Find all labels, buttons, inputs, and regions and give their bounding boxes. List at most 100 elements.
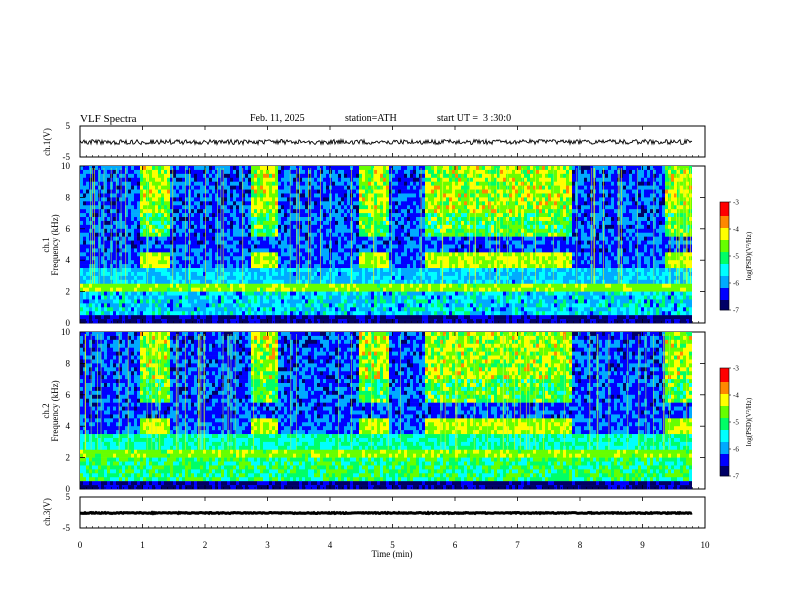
spectrogram-cell: [131, 311, 134, 316]
spectrogram-cell: [401, 295, 404, 300]
spectrogram-cell: [239, 224, 242, 230]
spectrogram-cell: [407, 185, 410, 190]
spectrogram-cell: [344, 244, 347, 249]
spectrogram-cell: [305, 291, 308, 296]
spectrogram-cell: [299, 244, 302, 249]
spectrogram-cell: [275, 303, 278, 308]
spectrogram-cell: [164, 213, 167, 218]
spectrogram-cell: [278, 228, 281, 234]
spectrogram-cell: [413, 283, 416, 288]
spectrogram-cell: [413, 181, 416, 186]
spectrogram-cell: [299, 291, 302, 296]
spectrogram-cell: [176, 303, 179, 308]
spectrogram-cell: [335, 220, 338, 226]
spectrogram-cell: [101, 205, 104, 210]
spectrogram-cell: [197, 209, 200, 214]
spectrogram-cell: [230, 311, 233, 316]
spectrogram-cell: [338, 268, 341, 273]
spectrogram-cell: [353, 244, 356, 249]
spectrogram-cell: [410, 177, 413, 182]
spectrogram-cell: [368, 311, 371, 316]
spectrogram-cell: [125, 303, 128, 308]
spectrogram-cell: [428, 236, 431, 241]
spectrogram-cell: [137, 228, 140, 234]
spectrogram-cell: [248, 189, 251, 194]
spectrogram-cell: [230, 287, 233, 292]
spectrogram-cell: [410, 295, 413, 300]
spectrogram-cell: [347, 295, 350, 300]
spectrogram-cell: [404, 264, 407, 269]
spectrogram-cell: [275, 283, 278, 288]
spectrogram-cell: [413, 236, 416, 241]
spectrogram-cell: [197, 228, 200, 234]
spectrogram-cell: [449, 213, 452, 218]
spectrogram-cell: [158, 181, 161, 186]
spectrogram-cell: [236, 205, 239, 210]
spectrogram-cell: [125, 260, 128, 265]
spectrogram-cell: [380, 279, 383, 285]
spectrogram-cell: [107, 189, 110, 194]
spectrogram-cell: [110, 311, 113, 316]
spectrogram-cell: [437, 244, 440, 249]
spectrogram-cell: [239, 193, 242, 198]
spectrogram-cell: [230, 197, 233, 202]
spectrogram-cell: [419, 256, 422, 261]
spectrogram-cell: [440, 287, 443, 292]
spectrogram-cell: [308, 232, 311, 237]
spectrogram-cell: [173, 169, 176, 175]
spectrogram-cell: [359, 228, 362, 234]
spectrogram-cell: [452, 201, 455, 206]
spectrogram-cell: [443, 248, 446, 253]
spectrogram-cell: [134, 240, 137, 245]
spectrogram-cell: [383, 260, 386, 265]
spectrogram-cell: [314, 244, 317, 249]
spectrogram-cell: [212, 173, 215, 179]
spectrogram-cell: [248, 311, 251, 316]
spectrogram-cell: [341, 197, 344, 202]
spectrogram-cell: [353, 189, 356, 194]
spectrogram-cell: [371, 185, 374, 190]
spectrogram-cell: [227, 287, 230, 292]
spectrogram-cell: [362, 224, 365, 230]
spectrogram-cell: [212, 283, 215, 288]
spectrogram-cell: [332, 291, 335, 296]
spectrogram-cell: [119, 315, 122, 320]
spectrogram-cell: [452, 228, 455, 234]
spectrogram-cell: [80, 264, 83, 269]
spectrogram-cell: [179, 307, 182, 312]
spectrogram-cell: [443, 177, 446, 182]
spectrogram-cell: [158, 213, 161, 218]
spectrogram-cell: [203, 260, 206, 265]
spectrogram-cell: [128, 232, 131, 237]
spectrogram-cell: [431, 260, 434, 265]
spectrogram-cell: [386, 232, 389, 237]
spectrogram-cell: [137, 181, 140, 186]
spectrogram-cell: [179, 268, 182, 273]
spectrogram-cell: [101, 315, 104, 320]
spectrogram-cell: [149, 173, 152, 179]
spectrogram-cell: [380, 264, 383, 269]
spectrogram-cell: [128, 283, 131, 288]
spectrogram-cell: [116, 283, 119, 288]
spectrogram-cell: [362, 287, 365, 292]
spectrogram-cell: [293, 311, 296, 316]
spectrogram-cell: [119, 295, 122, 300]
spectrogram-cell: [443, 240, 446, 245]
spectrogram-cell: [296, 209, 299, 214]
spectrogram-cell: [290, 205, 293, 210]
spectrogram-cell: [248, 240, 251, 245]
spectrogram-cell: [299, 283, 302, 288]
spectrogram-cell: [308, 240, 311, 245]
spectrogram-cell: [353, 185, 356, 190]
spectrogram-cell: [281, 220, 284, 226]
spectrogram-cell: [374, 291, 377, 296]
spectrogram-cell: [293, 240, 296, 245]
spectrogram-cell: [245, 217, 248, 222]
spectrogram-cell: [416, 193, 419, 198]
spectrogram-cell: [326, 319, 329, 324]
spectrogram-cell: [398, 201, 401, 206]
spectrogram-cell: [335, 228, 338, 234]
spectrogram-cell: [185, 169, 188, 175]
spectrogram-cell: [221, 205, 224, 210]
spectrogram-cell: [245, 224, 248, 230]
